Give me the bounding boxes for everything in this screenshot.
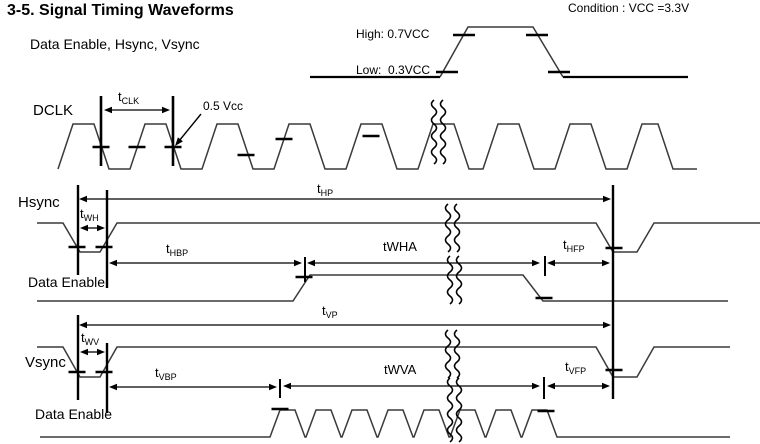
tclk-symbol: t <box>118 89 122 104</box>
hsync-label: Hsync <box>18 194 60 211</box>
tvbp-symbol: t <box>155 365 159 380</box>
thfp-arrow <box>547 259 610 267</box>
label-twh: tWH <box>80 206 99 223</box>
level-tick-marks <box>68 33 623 413</box>
twva-symbol: tWVA <box>384 362 417 377</box>
label-twv: tWV <box>81 330 100 347</box>
dclk-label: DCLK <box>33 102 74 119</box>
thp-arrow <box>79 195 611 203</box>
label-twha: tWHA <box>383 239 417 254</box>
twh-subscript: WH <box>83 213 99 223</box>
dclk-waveform <box>57 123 697 170</box>
vsync-waveform <box>37 346 730 378</box>
half-vcc-pointer-arrow <box>175 113 202 146</box>
twv-symbol: t <box>81 330 85 345</box>
label-tvp: tVP <box>322 303 338 320</box>
hsync-data-enable-waveform <box>37 274 728 302</box>
high-level-label: High: 0.7VCC <box>356 27 430 41</box>
thbp-symbol: t <box>166 241 170 256</box>
tvfp-subscript: VFP <box>568 366 587 376</box>
hsync-waveform <box>37 222 760 253</box>
tvp-arrow <box>79 321 611 329</box>
data-enable-vsync-label: Data Enable <box>35 406 113 422</box>
thfp-symbol: t <box>563 237 567 252</box>
hsync-de-break <box>446 255 463 305</box>
label-thfp: tHFP <box>563 237 585 254</box>
thp-symbol: t <box>317 181 321 196</box>
condition-note: Condition : VCC =3.3V <box>568 1 690 15</box>
twh-arrow <box>80 224 105 232</box>
dclk-break <box>430 99 447 165</box>
dimension-arrows <box>79 106 611 391</box>
thbp-subscript: HBP <box>169 248 189 258</box>
tvbp-arrow <box>109 383 277 391</box>
twv-arrow <box>80 348 105 356</box>
waveform-break-marks <box>430 99 463 443</box>
low-level-label: Low: 0.3VCC <box>356 63 431 77</box>
reference-pulse <box>439 26 564 78</box>
label-thp: tHP <box>317 181 334 198</box>
hsync-break <box>444 203 461 253</box>
tvfp-symbol: t <box>565 359 569 374</box>
page-subtitle: Data Enable, Hsync, Vsync <box>30 36 200 52</box>
vsync-label: Vsync <box>25 354 66 371</box>
measurement-cursors <box>76 96 615 413</box>
thfp-subscript: HFP <box>566 244 585 254</box>
thp-subscript: HP <box>320 188 334 198</box>
twh-symbol: t <box>80 206 84 221</box>
tvbp-subscript: VBP <box>158 372 177 382</box>
data-enable-hsync-label: Data Enable <box>28 274 106 290</box>
tvp-symbol: t <box>322 303 326 318</box>
label-thbp: tHBP <box>166 241 189 258</box>
twv-subscript: WV <box>84 337 100 347</box>
label-tvfp: tVFP <box>565 359 587 376</box>
tvfp-arrow <box>547 382 610 390</box>
twva-arrow <box>283 382 540 390</box>
label-tclk: tCLK <box>118 89 140 106</box>
vsync-break <box>444 329 461 379</box>
tclk-arrow <box>104 106 170 114</box>
tclk-subscript: CLK <box>121 96 140 106</box>
tvp-subscript: VP <box>325 310 338 320</box>
twha-arrow <box>307 259 540 267</box>
vsync-data-enable-waveform <box>40 409 730 438</box>
vsync-de-break <box>446 377 463 443</box>
label-twva: tWVA <box>384 362 416 377</box>
label-tvbp: tVBP <box>155 365 177 382</box>
page-title: 3-5. Signal Timing Waveforms <box>7 2 234 19</box>
thbp-arrow <box>109 259 302 267</box>
twha-symbol: tWHA <box>383 239 417 254</box>
half-vcc-label: 0.5 Vcc <box>203 99 244 113</box>
